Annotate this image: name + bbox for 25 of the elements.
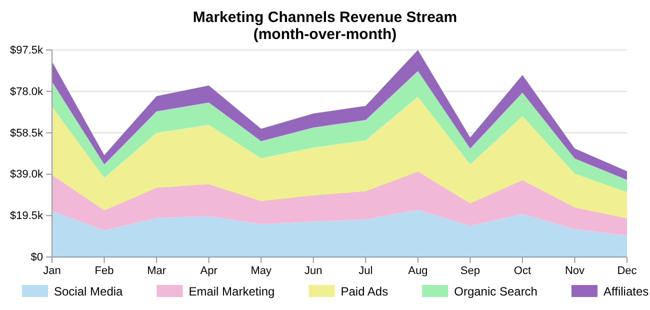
- y-tick-label: $97.5k: [10, 44, 44, 57]
- x-tick-label: Sep: [460, 264, 480, 277]
- x-tick-label: Mar: [147, 264, 166, 277]
- legend-label: Organic Search: [454, 284, 538, 298]
- y-tick-label: $39.0k: [10, 168, 44, 181]
- x-tick-label: Jan: [43, 264, 61, 277]
- y-tick-label: $0: [30, 252, 43, 264]
- legend-label: Social Media: [54, 284, 124, 298]
- legend-label: Affiliates: [603, 284, 649, 298]
- y-tick-label: $78.0k: [10, 86, 44, 98]
- chart-title: Marketing Channels Revenue Stream: [192, 9, 458, 26]
- x-tick-label: Apr: [200, 264, 218, 277]
- x-tick-label: Jun: [304, 264, 322, 277]
- x-tick-label: Feb: [94, 264, 114, 277]
- x-tick-label: Aug: [408, 264, 428, 277]
- y-tick-label: $19.5k: [10, 210, 44, 222]
- x-tick-label: Oct: [514, 264, 532, 277]
- chart-subtitle: (month-over-month): [253, 26, 397, 43]
- x-tick-label: Dec: [617, 264, 638, 277]
- legend-label: Paid Ads: [340, 284, 388, 298]
- x-tick-label: Nov: [564, 264, 586, 277]
- legend-label: Email Marketing: [188, 284, 275, 298]
- x-tick-label: May: [250, 264, 272, 277]
- x-tick-label: Jul: [358, 264, 373, 277]
- y-tick-label: $58.5k: [10, 127, 44, 140]
